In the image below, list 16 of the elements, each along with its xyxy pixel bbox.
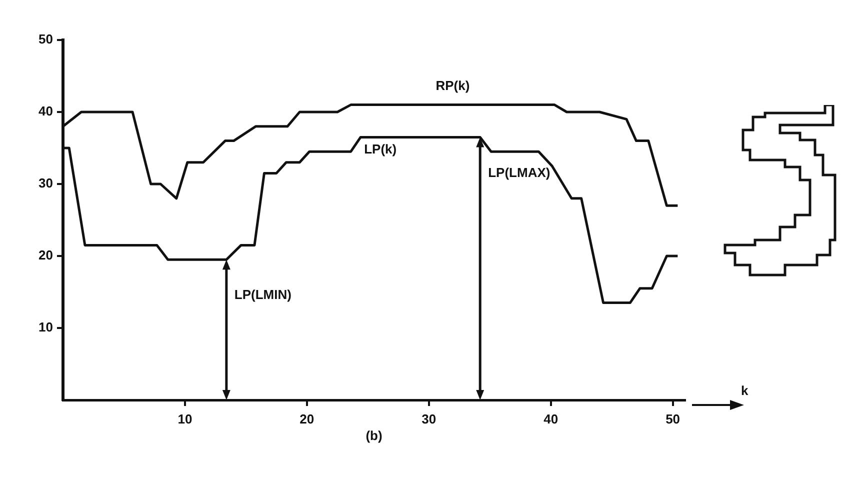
annotation: LP(LMAX) bbox=[488, 164, 550, 180]
x-tick-label: 20 bbox=[300, 411, 314, 426]
x-tick-label: 30 bbox=[422, 411, 436, 426]
y-tick-label: 20 bbox=[38, 248, 53, 263]
x-tick-label: 10 bbox=[178, 411, 192, 426]
series-label: RP(k) bbox=[436, 78, 470, 93]
text: (b) bbox=[366, 428, 382, 444]
y-tick-label: 50 bbox=[38, 32, 53, 47]
y-tick-label: 10 bbox=[38, 320, 53, 335]
x-axis-title: k bbox=[741, 383, 749, 398]
y-tick-label: 30 bbox=[38, 176, 53, 191]
series-label: LP(k) bbox=[364, 141, 397, 156]
x-tick-label: 50 bbox=[666, 411, 680, 426]
y-tick-label: 40 bbox=[38, 104, 53, 119]
annotation: LP(LMIN) bbox=[234, 287, 292, 302]
x-tick-label: 40 bbox=[544, 411, 558, 426]
